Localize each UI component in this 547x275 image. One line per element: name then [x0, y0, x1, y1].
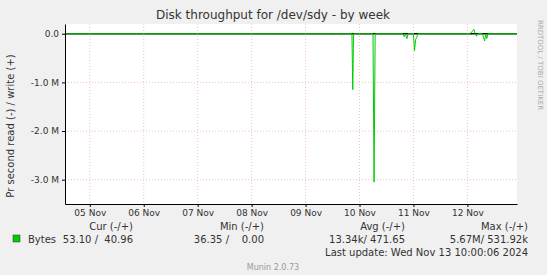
grid-line: [65, 179, 517, 180]
tick-label: -1.0 M: [31, 78, 59, 88]
grid-line: [89, 24, 90, 204]
tick: 05 Nov: [74, 204, 107, 218]
tick-mark: [467, 204, 468, 207]
tick-label: 05 Nov: [74, 208, 107, 218]
axis-line: [66, 204, 518, 205]
stats-header: Cur (-/+): [89, 221, 133, 232]
tick-label: 08 Nov: [236, 208, 269, 218]
tick: 06 Nov: [128, 204, 161, 218]
tick-mark: [62, 82, 65, 83]
tick-label: 11 Nov: [398, 208, 431, 218]
grid-line: [359, 24, 360, 204]
grid-line: [197, 24, 198, 204]
tick-label: 12 Nov: [452, 208, 485, 218]
stats-value: 53.10 / 40.96: [63, 234, 133, 245]
x-axis: 05 Nov 06 Nov 07 Nov 08 Nov 09 Nov 10 Nov 11 N…: [66, 204, 518, 218]
background: [0, 0, 547, 275]
tick-mark: [62, 34, 65, 35]
tick-label: 0.0: [45, 29, 60, 39]
tick-mark: [413, 204, 414, 207]
tick: -1.0 M: [31, 78, 65, 88]
chart: 0.0-1.0 M-2.0 M-3.0 M05 Nov06 Nov07 Nov0…: [0, 0, 547, 275]
tick: 12 Nov: [452, 204, 485, 218]
grid-line: [65, 131, 517, 132]
y-axis: 0.0 -1.0 M -2.0 M -3.0 M: [31, 25, 66, 205]
axis-line: [65, 25, 66, 205]
grid-line: [143, 24, 144, 204]
stats-value: 13.34k/ 471.65: [329, 234, 405, 245]
tick: 0.0: [45, 29, 65, 39]
title: Disk throughput for /dev/sdy - by week: [156, 8, 390, 22]
tick-label: -3.0 M: [31, 175, 59, 185]
tick-mark: [144, 204, 145, 207]
stats-header: Max (-/+): [481, 221, 528, 232]
last-update: Last update: Wed Nov 13 10:00:06 2024: [325, 247, 528, 258]
marks: [65, 29, 517, 182]
tick-mark: [90, 204, 91, 207]
legend-swatch: [13, 235, 20, 242]
footer: Munin 2.0.73: [247, 263, 299, 272]
stats-header: Min (-/+): [220, 221, 264, 232]
tick-label: 09 Nov: [290, 208, 323, 218]
grid-line: [305, 24, 306, 204]
tick: 09 Nov: [290, 204, 323, 218]
tick: 10 Nov: [344, 204, 377, 218]
tick: -2.0 M: [31, 126, 65, 136]
tick-label: -2.0 M: [31, 126, 59, 136]
watermark: RRDTOOL / TOBI OETIKER: [536, 20, 544, 110]
stats-value: 36.35 / 0.00: [194, 234, 264, 245]
stats-header: Avg (-/+): [360, 221, 405, 232]
tick-mark: [62, 180, 65, 181]
tick: 07 Nov: [182, 204, 215, 218]
stats-value: 5.67M/ 531.92k: [450, 234, 528, 245]
grid-line: [65, 82, 517, 83]
tick-label: 10 Nov: [344, 208, 377, 218]
grid-line: [251, 24, 252, 204]
tick-mark: [306, 204, 307, 207]
tick-label: 06 Nov: [128, 208, 161, 218]
tick-mark: [62, 131, 65, 132]
grid: [65, 24, 517, 204]
tick-label: 07 Nov: [182, 208, 215, 218]
tick-mark: [360, 204, 361, 207]
plot-area: [65, 24, 517, 204]
tick: 08 Nov: [236, 204, 269, 218]
tick-mark: [198, 204, 199, 207]
y-axis-title: Pr second read (-) / write (+): [5, 54, 16, 197]
tick: 11 Nov: [398, 204, 431, 218]
grid-line: [467, 24, 468, 204]
grid-line: [413, 24, 414, 204]
tick-mark: [252, 204, 253, 207]
series-line: [65, 29, 517, 182]
legend-label: Bytes: [28, 234, 56, 245]
tick: -3.0 M: [31, 175, 65, 185]
